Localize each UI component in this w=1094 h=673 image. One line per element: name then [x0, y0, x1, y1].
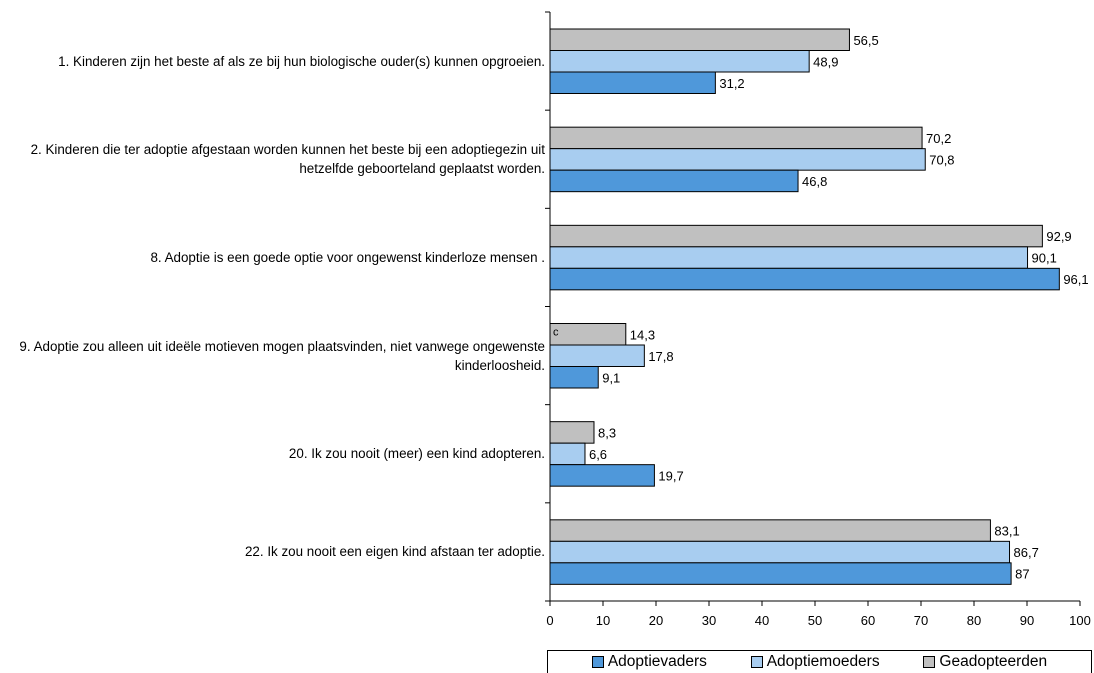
bar-geadopteerden: [549, 28, 850, 51]
data-label: 6,6: [589, 447, 607, 462]
data-label: 46,8: [802, 174, 827, 189]
data-label: 70,8: [929, 152, 954, 167]
category-label: 8. Adoptie is een goede optie voor ongew…: [150, 249, 545, 265]
x-tick-label: 40: [755, 613, 769, 628]
bar-adoptiemoeders: [549, 442, 586, 466]
data-label: 86,7: [1014, 545, 1039, 560]
data-label: 19,7: [658, 468, 683, 483]
data-label: 56,5: [853, 33, 878, 48]
legend-swatch: [923, 656, 936, 668]
legend-label: Adoptievaders: [607, 653, 707, 670]
category-label: 2. Kinderen die ter adoptie afgestaan wo…: [30, 142, 545, 177]
bar-geadopteerden: [549, 224, 1043, 248]
data-label: 48,9: [813, 54, 838, 69]
x-tick-label: 100: [1069, 613, 1091, 628]
bar-adoptievaders: [549, 464, 655, 487]
legend-item: Adoptiemoeders: [750, 653, 880, 671]
x-tick-label: 90: [1020, 613, 1034, 628]
data-label: 90,1: [1032, 251, 1057, 266]
bar-adoptievaders: [549, 71, 716, 94]
bar-adoptievaders: [549, 366, 599, 389]
bar-geadopteerden: [549, 323, 627, 346]
legend-label: Adoptiemoeders: [766, 653, 880, 670]
category-label: 9. Adoptie zou alleen uit ideële motieve…: [19, 338, 545, 373]
x-tick-label: 30: [702, 613, 716, 628]
x-tick-label: 60: [861, 613, 875, 628]
data-label: 14,3: [630, 327, 655, 342]
legend-swatch: [750, 656, 763, 668]
legend-label: Geadopteerden: [939, 653, 1048, 670]
x-tick-label: 0: [546, 613, 553, 628]
bar-adoptievaders: [549, 169, 799, 193]
data-label: 92,9: [1046, 229, 1071, 244]
bar-adoptievaders: [549, 562, 1012, 585]
x-tick-label: 70: [914, 613, 928, 628]
x-tick-label: 50: [808, 613, 822, 628]
category-label: 1. Kinderen zijn het beste af als ze bij…: [58, 53, 545, 69]
data-label: 9,1: [602, 370, 620, 385]
x-tick-label: 80: [967, 613, 981, 628]
annotation-text: c: [553, 327, 559, 339]
bar-geadopteerden: [549, 421, 595, 444]
legend-item: Geadopteerden: [923, 653, 1047, 671]
bar-adoptiemoeders: [549, 50, 810, 73]
bar-geadopteerden: [549, 126, 923, 150]
bar-adoptiemoeders: [549, 540, 1011, 564]
x-tick-label: 10: [596, 613, 610, 628]
bar-geadopteerden: [549, 519, 991, 542]
data-label: 96,1: [1063, 272, 1088, 287]
bar-adoptiemoeders: [549, 344, 645, 367]
data-label: 87: [1015, 567, 1029, 582]
x-tick-label: 20: [649, 613, 663, 628]
legend: Adoptievaders Adoptiemoeders Geadopteerden: [547, 650, 1092, 673]
data-label: 8,3: [598, 425, 616, 440]
legend-item: Adoptievaders: [591, 653, 707, 671]
data-label: 31,2: [719, 76, 744, 91]
legend-swatch: [591, 656, 604, 668]
category-label: 22. Ik zou nooit een eigen kind afstaan …: [244, 544, 545, 560]
data-label: 70,2: [926, 131, 951, 146]
bar-adoptiemoeders: [549, 246, 1029, 269]
bar-adoptiemoeders: [549, 148, 926, 171]
bar-adoptievaders: [549, 267, 1060, 291]
category-label: 20. Ik zou nooit (meer) een kind adopter…: [288, 446, 545, 462]
data-label: 17,8: [648, 349, 673, 364]
data-label: 83,1: [994, 524, 1019, 539]
